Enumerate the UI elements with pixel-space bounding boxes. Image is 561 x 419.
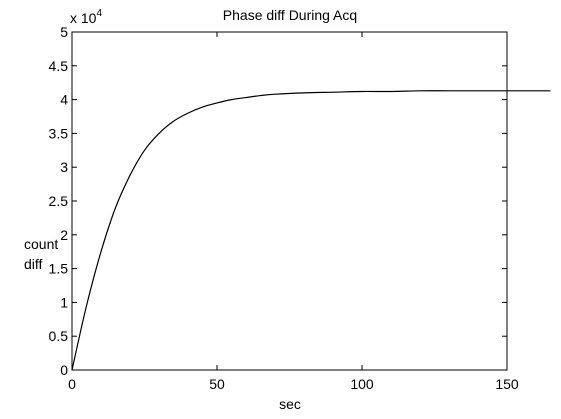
chart-title: Phase diff During Acq xyxy=(223,7,357,23)
y-tick-label: 1 xyxy=(60,294,68,310)
y-tick-label: 2.5 xyxy=(49,193,69,209)
y-tick-label: 5 xyxy=(60,24,68,40)
y-tick-label: 4 xyxy=(60,92,68,108)
y-tick-labels: 0 0.5 1 1.5 2 2.5 3 3.5 4 4.5 5 xyxy=(49,24,69,378)
y-tick-label: 4.5 xyxy=(49,58,69,74)
x-tick-label: 150 xyxy=(495,376,519,392)
plot-area xyxy=(71,31,508,371)
y-tick-label: 0 xyxy=(60,362,68,378)
y-scale-exponent-sup: 4 xyxy=(96,8,102,19)
y-tick-label: 2 xyxy=(60,227,68,243)
y-scale-exponent: x 104 xyxy=(70,8,102,26)
y-axis-label-line-2: diff xyxy=(24,256,43,272)
y-axis-label: count diff xyxy=(24,236,62,272)
axis-ticks xyxy=(71,31,508,371)
x-tick-label: 50 xyxy=(209,376,225,392)
y-tick-label: 0.5 xyxy=(49,328,69,344)
x-tick-label: 0 xyxy=(68,376,76,392)
x-tick-label: 100 xyxy=(350,376,374,392)
y-tick-label: 3.5 xyxy=(49,125,69,141)
y-axis-label-line-1: count xyxy=(24,236,58,252)
x-tick-labels: 0 50 100 150 xyxy=(68,376,519,392)
series-line xyxy=(71,90,551,371)
y-tick-label: 1.5 xyxy=(49,261,69,277)
x-axis-label: sec xyxy=(279,396,301,412)
y-tick-label: 3 xyxy=(60,159,68,175)
y-scale-prefix: x 10 xyxy=(70,10,97,26)
